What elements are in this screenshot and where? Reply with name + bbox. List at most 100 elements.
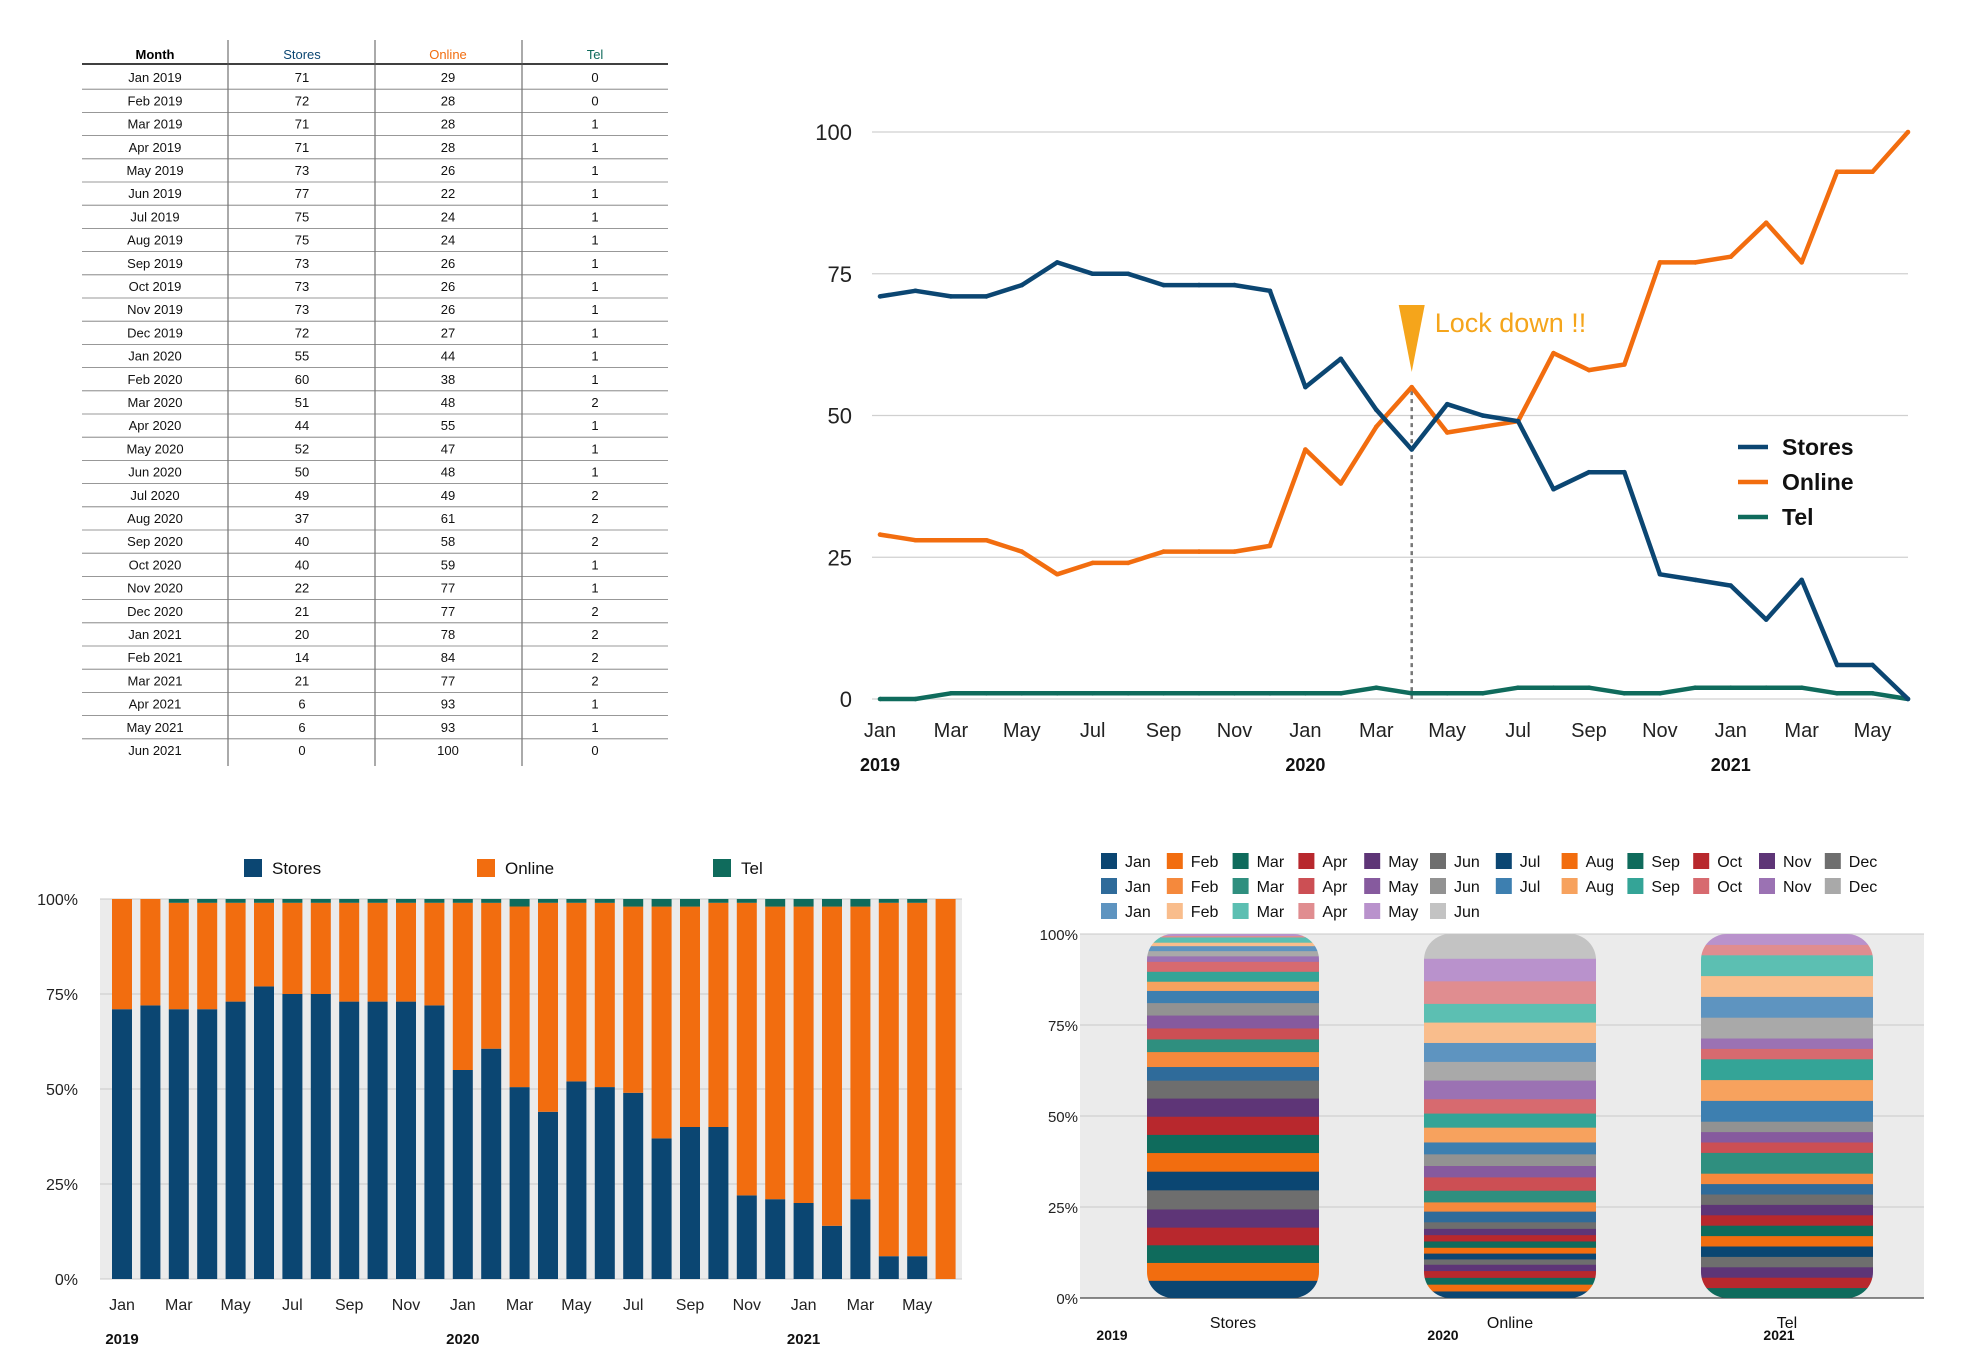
table-cell-month: Jul 2020 xyxy=(130,488,179,503)
line-point-tel xyxy=(1338,691,1344,696)
table-cell-stores: 37 xyxy=(295,511,309,526)
composition-segment-tel xyxy=(1701,996,1873,1018)
composition-legend-swatch xyxy=(1232,878,1249,894)
stacked-y-tick-label: 0% xyxy=(55,1272,78,1289)
stacked-bar-online xyxy=(878,902,899,1257)
line-x-tick-label: Jan xyxy=(1715,720,1747,742)
composition-category-label: Stores xyxy=(1210,1315,1256,1332)
composition-segment-online xyxy=(1424,1127,1596,1143)
stacked-bar-stores xyxy=(282,994,303,1279)
composition-segment-stores xyxy=(1147,1262,1319,1281)
stacked-bar-stores xyxy=(566,1081,587,1279)
stacked-bar-tel xyxy=(623,899,644,907)
composition-legend-label: Nov xyxy=(1783,879,1811,896)
table-cell-stores: 72 xyxy=(295,325,309,340)
stacked-bar-stores xyxy=(907,1256,928,1279)
stacked-bar-stores xyxy=(197,1009,218,1279)
line-y-tick-label: 100 xyxy=(815,120,852,145)
line-point-tel xyxy=(948,691,954,696)
line-point-stores xyxy=(1728,583,1734,588)
table-cell-online: 29 xyxy=(441,70,455,85)
table-cell-month: Mar 2019 xyxy=(128,117,183,132)
table-cell-month: Nov 2020 xyxy=(127,581,183,596)
composition-segment-stores xyxy=(1147,1098,1319,1117)
table-cell-month: Jan 2020 xyxy=(128,349,182,364)
composition-legend-label: Jun xyxy=(1454,904,1480,921)
line-x-tick-label: Mar xyxy=(1784,720,1819,742)
stacked-bar-online xyxy=(935,899,956,1279)
composition-segment-online xyxy=(1424,1221,1596,1229)
stacked-x-tick-label: Nov xyxy=(392,1297,420,1314)
composition-legend-label: Dec xyxy=(1849,879,1877,896)
composition-segment-tel xyxy=(1701,1131,1873,1143)
table-cell-tel: 1 xyxy=(591,256,598,271)
composition-segment-stores xyxy=(1147,1015,1319,1029)
composition-segment-stores xyxy=(1147,990,1319,1004)
line-point-online xyxy=(1693,260,1698,265)
stacked-y-tick-label: 75% xyxy=(46,987,78,1004)
line-point-tel xyxy=(1586,685,1592,690)
composition-segment-online xyxy=(1424,1003,1596,1023)
table-cell-online: 48 xyxy=(441,465,455,480)
composition-legend-swatch xyxy=(1627,853,1644,869)
composition-legend-swatch xyxy=(1495,878,1512,894)
stacked-bar-online xyxy=(736,902,757,1196)
line-point-stores xyxy=(1444,401,1450,407)
composition-year-label: 2021 xyxy=(1763,1327,1794,1343)
composition-segment-stores xyxy=(1147,955,1319,962)
stacked-bar-stores xyxy=(680,1127,700,1279)
stacked-bar-online xyxy=(367,902,388,1002)
stacked-bar-online xyxy=(708,902,729,1127)
table-cell-tel: 1 xyxy=(591,441,598,456)
composition-legend-label: Oct xyxy=(1717,854,1742,871)
composition-segment-tel xyxy=(1701,1100,1873,1122)
lockdown-arrow-icon xyxy=(1398,305,1425,372)
composition-segment-stores xyxy=(1147,1002,1319,1016)
line-point-online xyxy=(1303,447,1308,452)
composition-legend-swatch xyxy=(1495,853,1512,869)
line-point-stores xyxy=(1586,469,1592,475)
composition-segment-stores xyxy=(1147,936,1319,943)
stacked-bar-stores xyxy=(651,1138,672,1279)
table-cell-online: 38 xyxy=(441,372,455,387)
line-point-online xyxy=(1799,260,1804,265)
composition-segment-tel xyxy=(1701,1121,1873,1133)
composition-segment-online xyxy=(1424,1253,1596,1260)
line-point-stores xyxy=(1551,486,1556,492)
table-cell-month: May 2019 xyxy=(126,163,183,178)
stacked-bar-online xyxy=(396,902,416,1002)
table-cell-stores: 52 xyxy=(295,441,309,456)
composition-segment-stores xyxy=(1147,1038,1319,1053)
composition-y-tick-label: 50% xyxy=(1048,1109,1078,1126)
stacked-bar-online xyxy=(793,906,814,1203)
stacked-bar-stores xyxy=(481,1048,502,1279)
table-cell-month: Apr 2021 xyxy=(129,697,182,712)
composition-legend-swatch xyxy=(1298,878,1315,894)
stacked-bar-online xyxy=(765,906,786,1200)
composition-segment-online xyxy=(1424,1264,1596,1272)
table-cell-online: 22 xyxy=(441,186,455,201)
stacked-bar-online xyxy=(481,902,502,1049)
composition-segment-stores xyxy=(1147,1066,1319,1081)
table-cell-tel: 1 xyxy=(591,720,598,735)
composition-segment-stores xyxy=(1147,935,1319,938)
stacked-y-tick-label: 100% xyxy=(37,892,78,909)
composition-segment-stores xyxy=(1147,1134,1319,1154)
line-legend-label-tel: Tel xyxy=(1782,504,1814,530)
line-point-tel xyxy=(1232,691,1237,696)
table-cell-month: Feb 2021 xyxy=(128,650,183,665)
table-cell-tel: 1 xyxy=(591,233,598,248)
line-x-tick-label: Mar xyxy=(934,720,969,742)
stacked-bar-online xyxy=(254,902,274,987)
composition-segment-tel xyxy=(1701,1235,1873,1247)
composition-segment-tel xyxy=(1701,1287,1873,1298)
composition-legend-label: May xyxy=(1388,904,1418,921)
line-point-tel xyxy=(1870,691,1875,696)
stacked-bar-tel xyxy=(680,899,700,907)
line-point-tel xyxy=(1054,691,1060,696)
line-point-tel xyxy=(1303,691,1308,696)
table-cell-tel: 1 xyxy=(591,117,598,132)
line-point-tel xyxy=(913,696,918,702)
line-point-online xyxy=(1905,129,1911,135)
table-cell-month: Jun 2020 xyxy=(128,465,182,480)
